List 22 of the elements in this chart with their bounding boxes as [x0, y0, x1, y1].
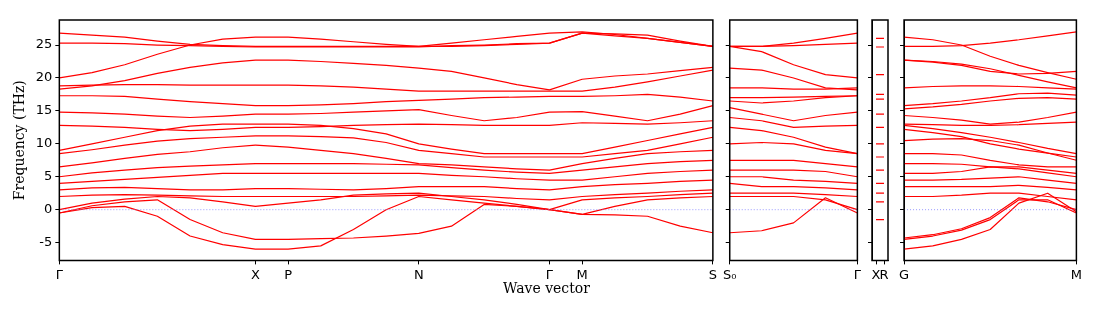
y-tick-label: 10 — [35, 135, 53, 151]
x-axis-title: Wave vector — [502, 280, 591, 296]
y-tick-label: 20 — [35, 69, 53, 85]
x-tick-label: S — [708, 266, 718, 282]
x-tick-label: G — [899, 266, 910, 282]
x-tick-label: P — [284, 266, 293, 282]
y-tick-label: 15 — [35, 102, 53, 118]
y-tick-label: 0 — [44, 201, 53, 217]
x-tick-label: N — [413, 266, 424, 282]
y-tick-label: 25 — [35, 36, 53, 52]
x-tick-label: Γ — [545, 266, 554, 282]
x-tick-label: M — [576, 266, 588, 282]
y-tick-label: 5 — [44, 168, 53, 184]
y-tick-label: -5 — [39, 233, 53, 249]
x-tick-label: X — [871, 266, 881, 282]
x-tick-label: X — [250, 266, 260, 282]
x-tick-label: R — [879, 266, 889, 282]
x-tick-label: Γ — [853, 266, 862, 282]
x-tick-label: S₀ — [723, 266, 737, 282]
y-axis-title: Frequency (THz) — [11, 80, 28, 201]
x-tick-label: Γ — [55, 266, 64, 282]
x-tick-label: M — [1070, 266, 1082, 282]
